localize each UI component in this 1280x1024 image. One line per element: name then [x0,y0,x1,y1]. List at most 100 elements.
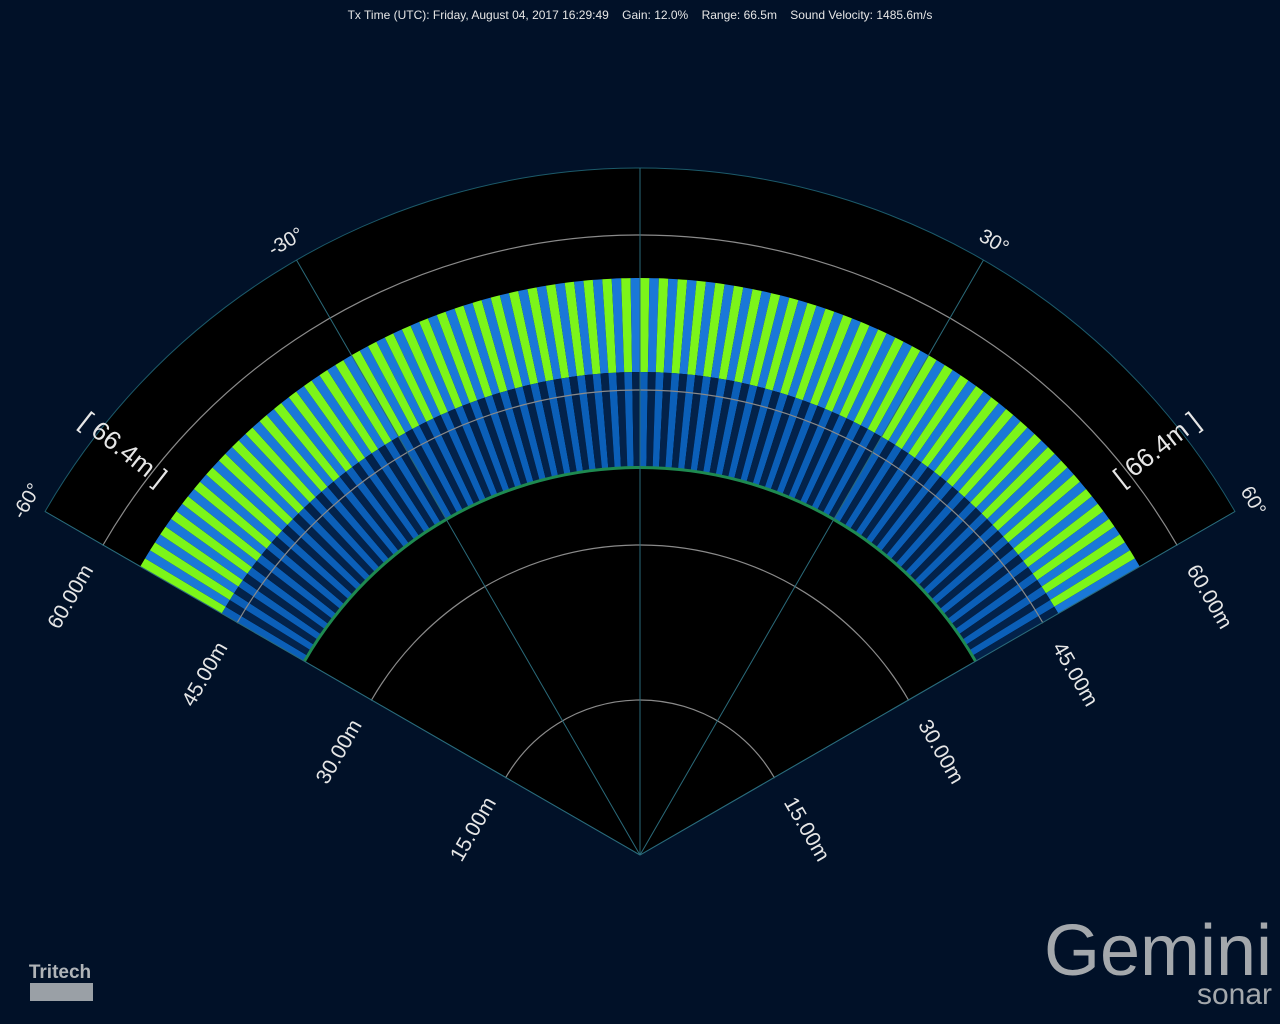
tx-time: Tx Time (UTC): Friday, August 04, 2017 1… [348,8,610,22]
sonar-logo: sonar [1197,978,1272,1011]
echo-band-green [914,380,977,463]
echo-band-green [343,355,399,441]
echo-band-blue [740,388,773,482]
echo-band-blue [608,372,621,468]
echo-band-green [150,542,235,600]
echo-band-green [1045,542,1130,600]
echo-band-green [281,397,346,477]
echo-band-blue [247,567,329,629]
echo-band-green [992,460,1068,531]
echo-band-blue [881,476,947,556]
range-label: 60.00m [1182,561,1237,633]
echo-band-green [679,279,697,375]
echo-band-blue [811,421,861,510]
echo-band-blue [462,402,504,495]
echo-band-blue [794,411,840,502]
echo-band-green [546,284,570,379]
echo-band-green [454,305,493,398]
echo-band-blue [327,481,394,560]
echo-band-blue [959,580,1042,640]
echo-band-green [997,467,1074,537]
echo-band-green [772,300,808,393]
range-label: 15.00m [446,793,501,865]
echo-band-blue [398,432,452,519]
echo-band-blue [951,567,1033,629]
echo-band-blue [671,373,688,469]
echo-band-green [810,314,853,406]
echo-band-green [975,440,1049,514]
echo-band-green [1027,511,1110,574]
echo-band-blue [909,507,982,581]
echo-band-blue [371,449,430,533]
echo-band-green [536,285,562,380]
echo-band-green [946,408,1014,487]
echo-band-green [170,511,253,574]
echo-band-blue [276,530,353,600]
echo-band-green [490,295,523,389]
bearing-line [296,259,641,856]
echo-band-green [655,278,669,373]
echo-band-green [901,370,961,454]
echo-band-green [145,550,230,607]
echo-band-blue [969,599,1055,656]
gemini-logo: Gemini [1044,911,1272,991]
echo-band-green [508,291,539,385]
echo-band-blue [365,453,425,536]
echo-band-green [867,346,921,433]
echo-band-green [940,403,1007,482]
echo-band-green [1008,481,1087,549]
echo-band-green [839,329,887,419]
echo-band-green [726,287,753,382]
echo-band-green [410,321,456,412]
echo-band-blue [966,593,1051,651]
echo-band-blue [886,481,953,560]
echo-band-green [749,293,781,387]
echo-band-blue [746,390,781,484]
echo-band-blue [592,373,609,469]
echo-band-green [908,375,969,458]
echo-band-green [319,370,379,454]
echo-band-blue [447,408,492,500]
echo-band-blue [752,392,788,486]
echo-band-green [188,488,267,555]
echo-band-blue [659,372,672,468]
echo-band-green [647,278,659,373]
echo-band-blue [499,390,534,484]
echo-band-green [401,325,448,416]
echo-band-green [1003,474,1080,543]
angle-label: 30° [975,225,1012,259]
echo-band-green [934,397,999,477]
echo-band-green [419,318,463,409]
echo-band-blue [709,379,735,475]
echo-band-blue [252,560,333,624]
echo-band-blue [652,372,664,468]
echo-band-blue [225,599,311,656]
echo-band-green [200,474,277,543]
echo-band-green [630,278,640,373]
echo-band-blue [788,408,833,500]
echo-band-blue [632,372,640,468]
echo-band-green [351,350,406,437]
echo-band-blue [678,374,696,470]
range-label: 15.00m [779,793,834,865]
echo-band-green [703,282,725,378]
echo-band-green [1023,503,1104,568]
range-label: 30.00m [913,716,968,788]
echo-band-blue [616,372,628,468]
echo-band-green [384,333,434,422]
echo-band-green [583,279,601,375]
echo-band-blue [923,524,998,595]
echo-band-blue [770,400,811,492]
sound-velocity: Sound Velocity: 1485.6m/s [790,8,932,22]
echo-band-green [795,308,835,401]
echo-band-blue [384,440,441,526]
echo-band-green [140,558,226,614]
echo-band-green [1041,534,1125,594]
echo-band-green [1018,496,1098,561]
echo-band-blue [507,388,540,482]
echo-band-green [155,534,239,594]
echo-band-blue [828,432,882,519]
echo-band-green [296,385,359,468]
bearing-line [44,511,641,856]
echo-band-blue [800,415,847,505]
